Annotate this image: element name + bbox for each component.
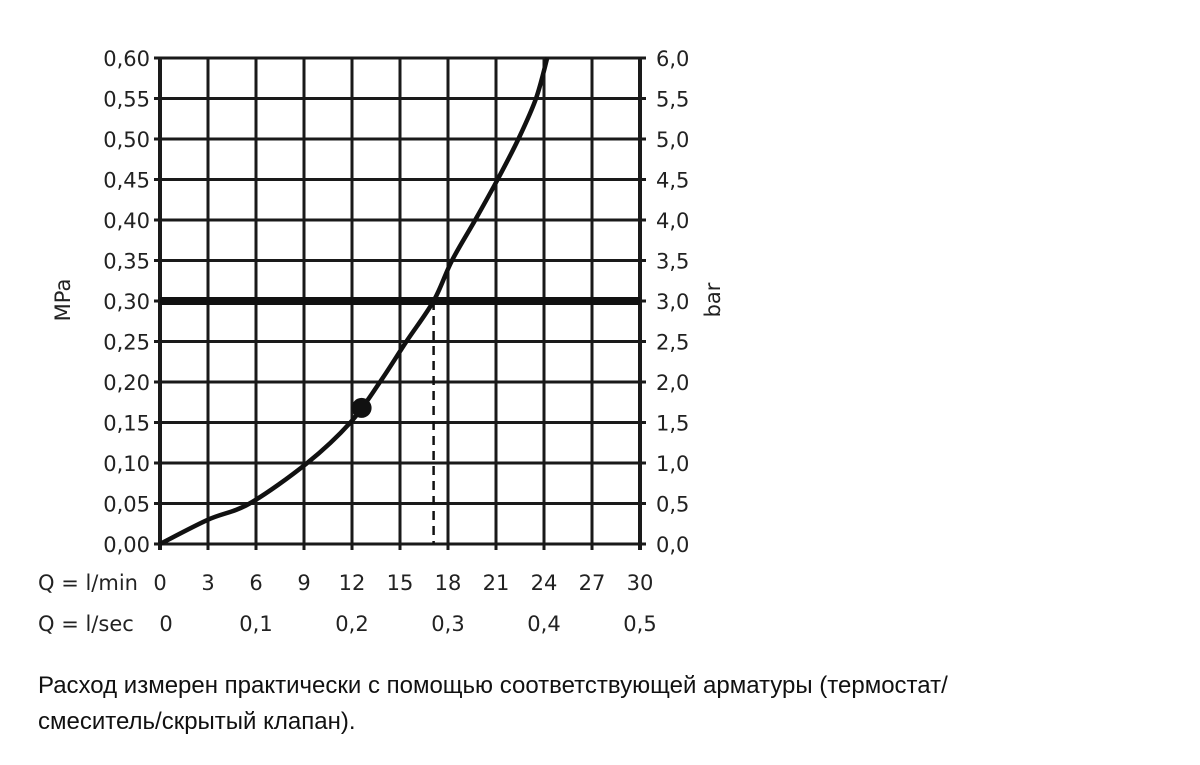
tick-labels: 0 3 6 9 12 15 18 21 24 27 30 0 0,1 0,2 0,3 0,4 0,5 0,00 0,… [103,47,689,636]
y-tick-label-left: 0,30 [103,290,150,314]
y-tick-label-left: 0,40 [103,209,150,233]
y-tick-label-right: 1,5 [656,412,689,436]
y-tick-label-left: 0,45 [103,169,150,193]
y-tick-label-left: 0,60 [103,47,150,71]
caption-line-2: смеситель/скрытый клапан). [38,708,356,735]
x-tick-label-lmin: 12 [339,571,366,595]
x-tick-label-lsec: 0,1 [239,612,272,636]
y-tick-label-right: 0,0 [656,533,689,557]
y-tick-label-left: 0,20 [103,371,150,395]
y-tick-label-left: 0,15 [103,412,150,436]
x-tick-label-lsec: 0,3 [431,612,464,636]
y-tick-label-right: 3,5 [656,250,689,274]
caption: Расход измерен практически с помощью соо… [38,668,1178,740]
y-tick-label-right: 4,0 [656,209,689,233]
x-tick-label-lsec: 0,4 [527,612,560,636]
y-tick-label-left: 0,55 [103,88,150,112]
y-tick-label-right: 4,5 [656,169,689,193]
caption-line-1: Расход измерен практически с помощью соо… [38,672,948,699]
x-tick-label-lmin: 27 [579,571,606,595]
flow-curve [158,57,550,547]
x-tick-label-lmin: 21 [483,571,510,595]
x-tick-label-lsec: 0,2 [335,612,368,636]
y-tick-label-left: 0,50 [103,128,150,152]
marker-point [351,397,372,418]
plot-marks [158,57,640,547]
x-tick-label-lmin: 24 [531,571,558,595]
y-tick-label-right: 6,0 [656,47,689,71]
y-tick-label-right: 3,0 [656,290,689,314]
y-tick-label-left: 0,10 [103,452,150,476]
y-tick-label-right: 1,0 [656,452,689,476]
y-tick-label-right: 5,5 [656,88,689,112]
y-tick-label-left: 0,25 [103,331,150,355]
x-tick-label-lmin: 15 [387,571,414,595]
x-axis-label-lmin: Q = l/min [38,571,138,595]
x-axis-label-lsec: Q = l/sec [38,612,134,636]
y-tick-label-right: 5,0 [656,128,689,152]
y-tick-label-right: 2,5 [656,331,689,355]
x-tick-label-lmin: 18 [435,571,462,595]
x-tick-label-lsec: 0 [159,612,172,636]
y-tick-label-right: 0,5 [656,493,689,517]
x-tick-label-lmin: 30 [627,571,654,595]
y-tick-label-right: 2,0 [656,371,689,395]
y-tick-label-left: 0,05 [103,493,150,517]
x-tick-label-lmin: 9 [297,571,310,595]
x-tick-label-lsec: 0,5 [623,612,656,636]
y-tick-label-left: 0,35 [103,250,150,274]
x-tick-label-lmin: 0 [153,571,166,595]
y-tick-label-left: 0,00 [103,533,150,557]
x-tick-label-lmin: 6 [249,571,262,595]
y-axis-label-right: bar [701,282,725,317]
x-tick-label-lmin: 3 [201,571,214,595]
y-axis-label-left: MPa [51,279,75,322]
